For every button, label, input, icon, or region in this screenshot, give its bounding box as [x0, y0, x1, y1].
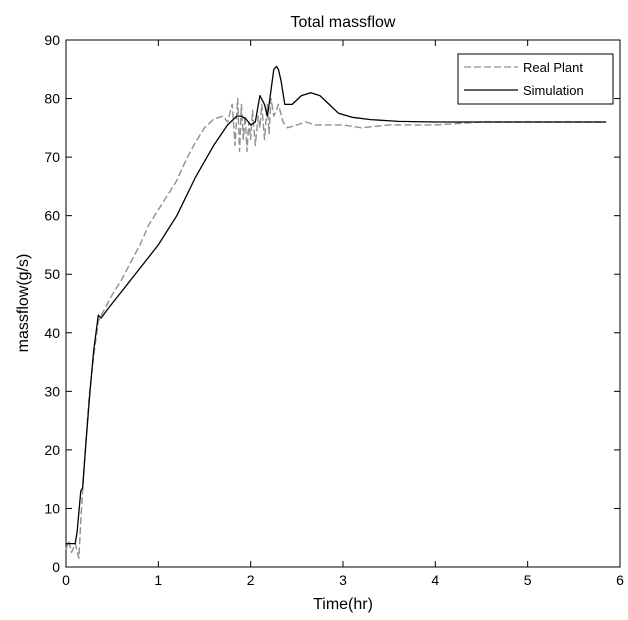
y-tick-label: 30 [44, 383, 60, 399]
legend-box [457, 53, 614, 105]
y-tick-label: 50 [44, 266, 60, 282]
chart-title: Total massflow [291, 14, 396, 31]
y-tick-label: 70 [44, 149, 60, 165]
series-line-simulation [66, 65, 607, 545]
plot-area [65, 39, 621, 568]
x-tick-label: 0 [62, 572, 70, 588]
y-tick-label: 90 [44, 32, 60, 48]
x-tick-label: 2 [247, 572, 255, 588]
y-tick-label: 80 [44, 91, 60, 107]
y-tick-label: 0 [52, 559, 60, 575]
x-axis-title: Time(hr) [313, 596, 373, 613]
legend-label-simulation: Simulation [523, 83, 584, 98]
y-tick-label: 60 [44, 208, 60, 224]
x-tick-label: 4 [431, 572, 439, 588]
legend-label-real-plant: Real Plant [523, 60, 583, 75]
y-tick-label: 10 [44, 500, 60, 516]
x-tick-label: 1 [154, 572, 162, 588]
x-tick-label: 6 [616, 572, 624, 588]
x-tick-label: 5 [524, 572, 532, 588]
x-tick-label: 3 [339, 572, 347, 588]
y-axis-title: massflow(g/s) [15, 254, 32, 353]
y-tick-label: 40 [44, 325, 60, 341]
legend: Real Plant Simulation [457, 53, 614, 105]
y-tick-label: 20 [44, 442, 60, 458]
